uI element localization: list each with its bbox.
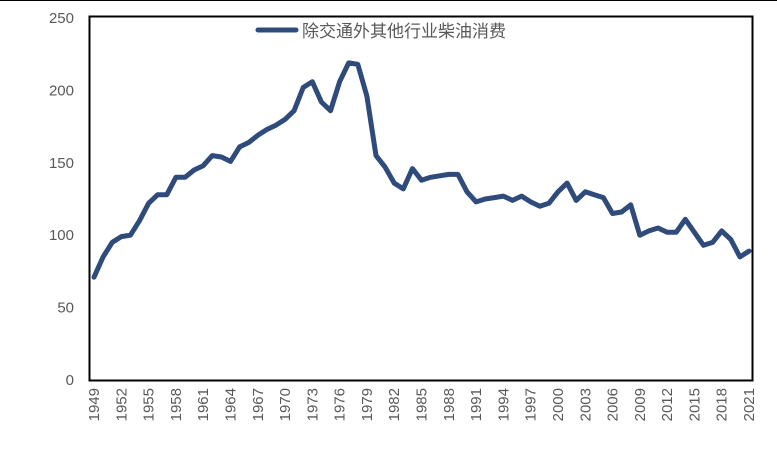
series-line — [91, 60, 752, 280]
x-tick-label: 1964 — [222, 388, 239, 421]
legend-label: 除交通外其他行业柴油消费 — [302, 22, 506, 42]
x-tick-label: 2000 — [550, 388, 567, 421]
y-tick-label: 0 — [66, 372, 74, 389]
y-tick-label: 150 — [49, 155, 74, 172]
x-tick-label: 1982 — [386, 388, 403, 421]
x-tick-label: 1958 — [168, 388, 185, 421]
x-tick-label: 1967 — [250, 388, 267, 421]
x-tick-label: 2021 — [741, 388, 758, 421]
y-tick-label: 200 — [49, 82, 74, 99]
x-tick-label: 1955 — [141, 388, 158, 421]
x-tick-label: 2018 — [714, 388, 731, 421]
x-tick-label: 1970 — [277, 388, 294, 421]
x-tick-label: 1976 — [332, 388, 349, 421]
y-tick-label: 100 — [49, 227, 74, 244]
x-tick-label: 2015 — [686, 388, 703, 421]
x-tick-label: 1952 — [113, 388, 130, 421]
x-tick-label: 1949 — [86, 388, 103, 421]
x-tick-label: 2003 — [577, 388, 594, 421]
x-tick-label: 1973 — [304, 388, 321, 421]
x-tick-label: 1961 — [195, 388, 212, 421]
x-tick-label: 1988 — [441, 388, 458, 421]
x-tick-label: 2012 — [659, 388, 676, 421]
x-tick-label: 2009 — [632, 388, 649, 421]
x-tick-label: 1991 — [468, 388, 485, 421]
y-tick-label: 250 — [49, 10, 74, 27]
x-tick-label: 1997 — [523, 388, 540, 421]
x-tick-label: 2006 — [605, 388, 622, 421]
top-border — [0, 0, 777, 1]
legend: 除交通外其他行业柴油消费 — [255, 22, 506, 42]
plot-frame — [88, 15, 754, 382]
x-tick-label: 1979 — [359, 388, 376, 421]
x-tick-label: 1994 — [495, 388, 512, 421]
y-tick-label: 50 — [57, 300, 74, 317]
x-tick-label: 1985 — [414, 388, 431, 421]
